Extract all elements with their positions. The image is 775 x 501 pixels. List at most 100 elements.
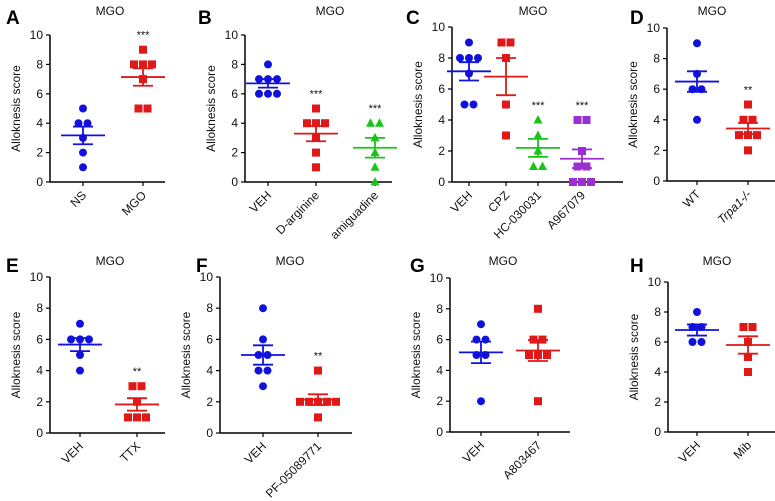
y-tick-label: 0 <box>36 426 43 440</box>
significance-stars: *** <box>137 30 151 42</box>
panel-a: A MGO 0 2 4 6 8 10 Alloknesis score NS MGO *** <box>6 4 165 218</box>
data-point <box>477 320 485 329</box>
y-tick-label: 2 <box>653 143 660 157</box>
y-tick-label: 8 <box>653 52 660 66</box>
significance-stars: ** <box>133 366 142 378</box>
panel-letter: B <box>198 8 212 29</box>
data-point <box>332 397 340 406</box>
data-point <box>533 130 543 139</box>
data-point <box>312 148 320 157</box>
panel-letter: H <box>630 256 644 277</box>
data-point <box>465 54 473 62</box>
group-veh <box>447 38 491 109</box>
y-tick-label: 10 <box>648 275 662 289</box>
x-tick-label: D-arginine <box>273 188 322 237</box>
y-tick-label: 2 <box>36 395 43 409</box>
y-tick-label: 4 <box>438 113 445 127</box>
y-tick-label: 6 <box>436 333 443 347</box>
panel-b: B MGO 0 2 4 6 8 10 Alloknesis score VEHD-arginine… <box>198 4 397 242</box>
x-tick-label: A803467 <box>500 438 544 482</box>
data-point <box>587 178 595 186</box>
data-point <box>735 131 743 140</box>
y-tick-label: 0 <box>653 174 660 188</box>
data-point <box>506 38 515 47</box>
data-point <box>296 397 304 406</box>
data-point <box>124 413 132 422</box>
x-tick-label: VEH <box>676 438 703 465</box>
panel-letter: G <box>410 256 425 277</box>
data-point <box>133 413 141 422</box>
panel-title: MGO <box>698 4 727 18</box>
panel-letter: A <box>6 8 20 29</box>
group-hc-030031: *** <box>516 100 560 170</box>
panel-g: G MGO 0 2 4 6 8 10 Alloknesis score VEH A803467 <box>409 254 570 482</box>
y-tick-label: 8 <box>206 301 213 315</box>
data-point <box>142 413 150 422</box>
y-axis-label: Alloknesis score <box>627 313 641 400</box>
y-tick-label: 8 <box>438 51 445 65</box>
data-point <box>255 89 263 98</box>
data-point <box>578 178 586 186</box>
y-tick-label: 6 <box>36 87 43 101</box>
data-point <box>529 161 538 170</box>
data-point <box>502 131 510 140</box>
data-point <box>148 60 156 69</box>
y-tick-label: 6 <box>654 335 661 349</box>
data-point <box>582 162 591 171</box>
data-point <box>748 323 757 331</box>
significance-stars: *** <box>532 100 546 112</box>
data-point <box>582 116 591 124</box>
group-a967079: *** <box>560 100 604 186</box>
y-tick-label: 0 <box>36 175 43 189</box>
panel-letter: D <box>630 8 644 29</box>
data-point <box>569 178 577 186</box>
data-point <box>139 60 147 69</box>
data-point <box>697 338 706 346</box>
significance-stars: ** <box>314 351 323 363</box>
data-point <box>273 89 281 98</box>
group-veh <box>246 60 290 98</box>
data-point <box>456 54 464 62</box>
data-point <box>533 115 543 124</box>
x-tick-label: amiguadine <box>327 188 381 242</box>
group-mgo: *** <box>121 30 165 113</box>
y-axis-label: Alloknesis score <box>626 61 640 148</box>
y-axis-label: Alloknesis score <box>9 65 23 152</box>
group-amiguadine: *** <box>353 103 397 186</box>
y-tick-label: 8 <box>231 57 238 71</box>
data-point <box>305 397 313 406</box>
data-point <box>538 161 547 170</box>
x-tick-label: Mib <box>731 438 755 462</box>
panel-title: MGO <box>519 4 548 18</box>
panel-letter: F <box>196 256 208 277</box>
data-point <box>497 38 506 47</box>
y-tick-label: 10 <box>430 271 444 285</box>
x-tick-label: VEH <box>59 439 86 466</box>
y-tick-label: 0 <box>436 425 443 439</box>
y-tick-label: 6 <box>653 82 660 96</box>
y-tick-label: 2 <box>206 395 213 409</box>
data-point <box>79 163 87 172</box>
x-tick-label: VEH <box>460 438 487 465</box>
data-point <box>76 351 84 359</box>
panel-e: E MGO 0 2 4 6 8 10 Alloknesis score VEH TTX ** <box>6 254 165 467</box>
data-point <box>375 118 384 127</box>
panel-title: MGO <box>316 4 345 18</box>
group-veh <box>241 304 285 391</box>
y-tick-label: 2 <box>654 395 661 409</box>
data-point <box>259 335 267 344</box>
panel-title: MGO <box>489 254 518 268</box>
y-tick-label: 4 <box>36 116 43 130</box>
y-tick-label: 0 <box>206 426 213 440</box>
group-veh <box>675 308 719 346</box>
data-point <box>744 353 752 361</box>
data-point <box>744 100 752 109</box>
data-point <box>502 100 510 109</box>
panel-f: F MGO 0 2 4 6 8 10 Alloknesis score VEHPF-0508977… <box>179 254 352 501</box>
data-point <box>264 89 272 98</box>
data-point <box>323 397 331 406</box>
data-point <box>744 131 752 140</box>
data-point <box>128 382 137 391</box>
y-tick-label: 8 <box>436 302 443 316</box>
